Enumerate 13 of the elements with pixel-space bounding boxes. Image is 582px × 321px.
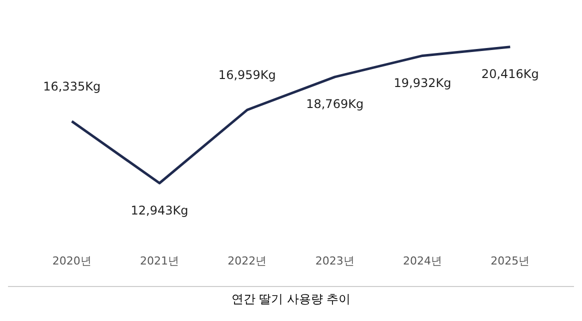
x-tick-label: 2020년 bbox=[52, 254, 92, 268]
text: 연간 딸기 사용량 추이 bbox=[8, 286, 574, 308]
x-tick-label: 2025년 bbox=[490, 254, 530, 268]
data-label: 16,335Kg bbox=[43, 79, 101, 94]
x-tick-label: 2024년 bbox=[403, 254, 442, 268]
x-tick-label: 2023년 bbox=[315, 254, 354, 268]
data-label: 12,943Kg bbox=[130, 203, 188, 218]
data-label: 18,769Kg bbox=[306, 97, 364, 112]
x-tick-label: 2022년 bbox=[228, 254, 267, 268]
data-label: 16,959Kg bbox=[218, 68, 276, 82]
data-label: 19,932Kg bbox=[394, 76, 452, 90]
x-tick-label: 2021년 bbox=[140, 254, 179, 268]
data-label: 20,416Kg bbox=[481, 67, 539, 82]
